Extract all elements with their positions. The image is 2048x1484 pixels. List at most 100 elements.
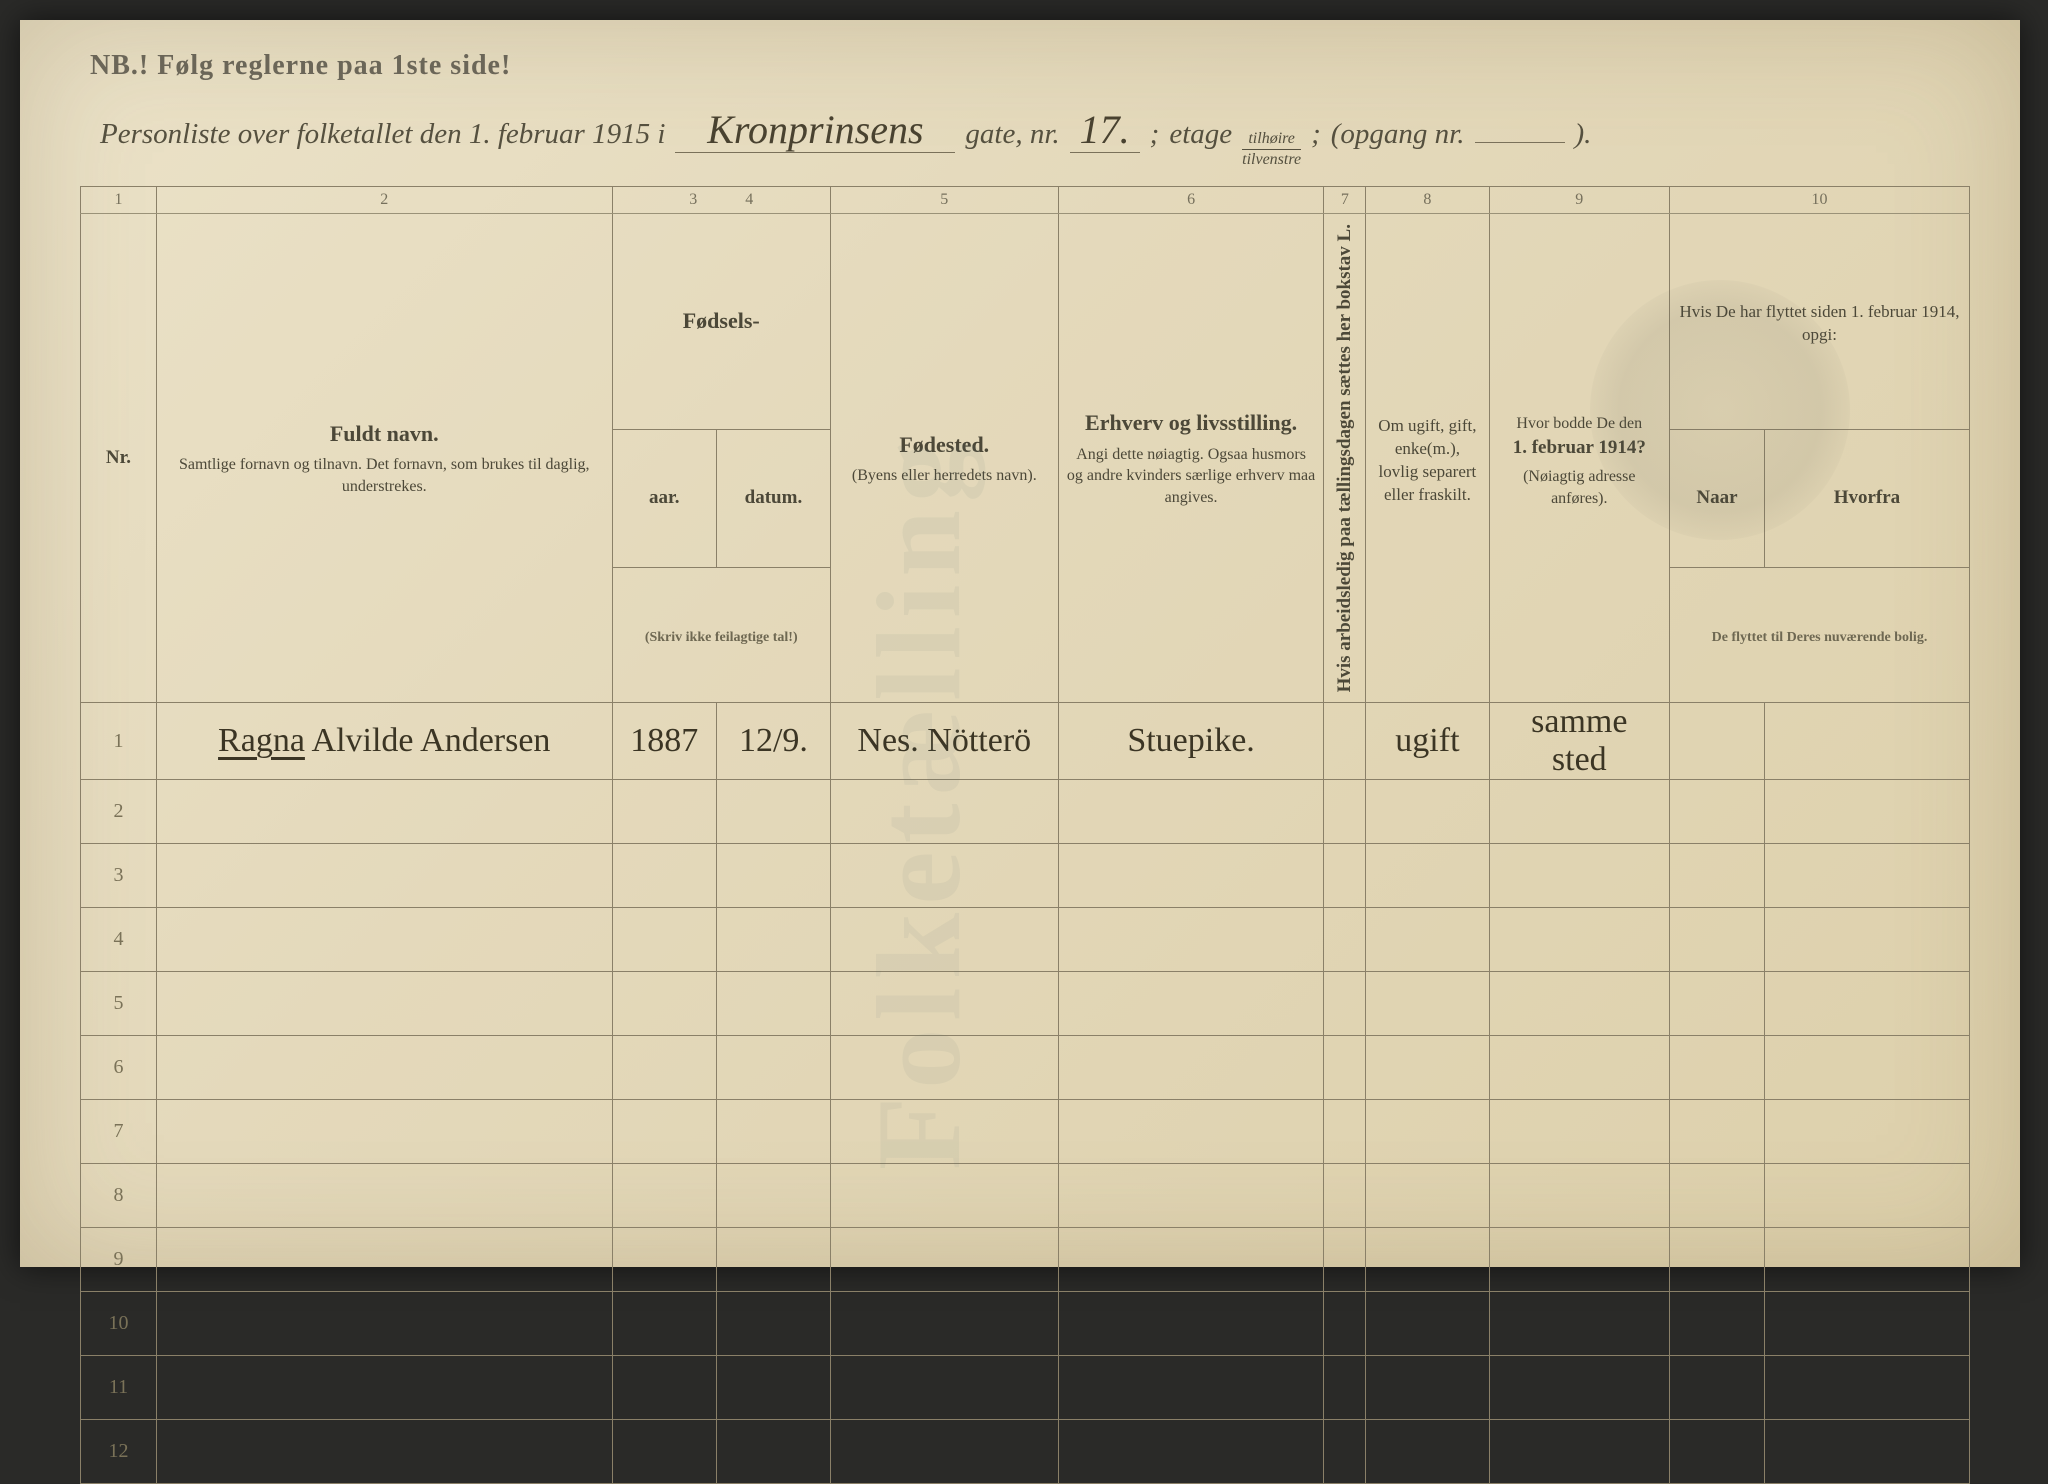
cell-empty: [830, 780, 1058, 844]
cell-empty: [1324, 972, 1366, 1036]
cell-empty: [1058, 1228, 1324, 1292]
cell-empty: [716, 780, 830, 844]
hdr-moved-main: Hvis De har flyttet siden 1. februar 191…: [1678, 301, 1961, 347]
cell-empty: [1764, 780, 1969, 844]
table-row: 7: [81, 1100, 1970, 1164]
cell-empty: [612, 1164, 716, 1228]
cell-empty: [1324, 1036, 1366, 1100]
table-row: 12: [81, 1420, 1970, 1484]
cell-empty: [830, 1036, 1058, 1100]
cell-nr: 2: [81, 780, 157, 844]
cell-empty: [156, 1228, 612, 1292]
cell-empty: [830, 844, 1058, 908]
cell-empty: [1669, 1228, 1764, 1292]
cell-empty: [1764, 1164, 1969, 1228]
gate-label: gate, nr.: [965, 118, 1059, 151]
cell-empty: [1669, 972, 1764, 1036]
cell-empty: [156, 972, 612, 1036]
cell-empty: [830, 1356, 1058, 1420]
cell-empty: [1324, 1164, 1366, 1228]
hdr-occ-sub: Angi dette nøiagtig. Ogsaa husmors og an…: [1067, 444, 1316, 509]
cell-col7: [1324, 703, 1366, 780]
cell-empty: [1764, 908, 1969, 972]
cell-empty: [1366, 908, 1489, 972]
cell-empty: [1058, 1164, 1324, 1228]
sep1: ;: [1150, 118, 1160, 151]
cell-empty: [156, 780, 612, 844]
hdr-moved-sub-text: De flyttet til Deres nuværende bolig.: [1678, 629, 1961, 648]
cell-empty: [716, 1292, 830, 1356]
cell-nr: 6: [81, 1036, 157, 1100]
cell-empty: [1366, 1228, 1489, 1292]
colnum-10: 10: [1669, 187, 1969, 214]
hdr-pa-3: (Nøiagtig adresse anføres).: [1498, 466, 1661, 509]
cell-year: 1887: [612, 703, 716, 780]
cell-empty: [1764, 844, 1969, 908]
sep2: ;: [1311, 118, 1321, 151]
cell-empty: [1058, 972, 1324, 1036]
cell-empty: [1764, 1036, 1969, 1100]
hdr-pa-1: Hvor bodde De den: [1498, 413, 1661, 435]
cell-empty: [612, 844, 716, 908]
cell-empty: [1058, 908, 1324, 972]
cell-empty: [1669, 1036, 1764, 1100]
cell-empty: [716, 972, 830, 1036]
cell-empty: [156, 1100, 612, 1164]
cell-empty: [1058, 1036, 1324, 1100]
cell-empty: [1324, 1356, 1366, 1420]
cell-empty: [1489, 1292, 1669, 1356]
hdr-occupation: Erhverv og livsstilling. Angi dette nøia…: [1058, 214, 1324, 703]
colnum-5: 5: [830, 187, 1058, 214]
cell-nr: 5: [81, 972, 157, 1036]
cell-empty: [1489, 1356, 1669, 1420]
table-row: 2: [81, 780, 1970, 844]
cell-name: Ragna Alvilde Andersen: [156, 703, 612, 780]
cell-empty: [156, 844, 612, 908]
title-line: Personliste over folketallet den 1. febr…: [100, 110, 1970, 168]
colnum-6: 6: [1058, 187, 1324, 214]
cell-empty: [1366, 1036, 1489, 1100]
colnum-1: 1: [81, 187, 157, 214]
hdr-birth-note-text: (Skriv ikke feilagtige tal!): [621, 629, 822, 648]
cell-empty: [1366, 844, 1489, 908]
cell-empty: [1366, 1420, 1489, 1484]
frac-bot: tilvenstre: [1242, 150, 1301, 168]
cell-empty: [1489, 1036, 1669, 1100]
gate-number-fill: 17.: [1070, 110, 1140, 153]
cell-empty: [156, 1356, 612, 1420]
cell-empty: [1489, 1420, 1669, 1484]
cell-empty: [1324, 780, 1366, 844]
hdr-marital: Om ugift, gift, enke(m.), lovlig separer…: [1366, 214, 1489, 703]
cell-empty: [830, 1292, 1058, 1356]
cell-date: 12/9.: [716, 703, 830, 780]
cell-empty: [1669, 844, 1764, 908]
colnum-8: 8: [1366, 187, 1489, 214]
closing-paren: ).: [1575, 118, 1592, 151]
cell-empty: [1324, 1420, 1366, 1484]
opgang-number-fill: [1475, 140, 1565, 143]
cell-empty: [1764, 1100, 1969, 1164]
cell-empty: [156, 1292, 612, 1356]
cell-empty: [1764, 1420, 1969, 1484]
cell-empty: [716, 1036, 830, 1100]
hdr-nr: Nr.: [81, 214, 157, 703]
hdr-prevaddr: Hvor bodde De den 1. februar 1914? (Nøia…: [1489, 214, 1669, 703]
cell-empty: [612, 1100, 716, 1164]
cell-empty: [716, 1356, 830, 1420]
table-row: 3: [81, 844, 1970, 908]
cell-empty: [1324, 908, 1366, 972]
hdr-moved-when: Naar: [1669, 429, 1764, 567]
cell-empty: [1489, 972, 1669, 1036]
cell-empty: [1058, 1100, 1324, 1164]
cell-empty: [612, 1036, 716, 1100]
cell-empty: [1764, 1228, 1969, 1292]
nb-instruction: NB.! Følg reglerne paa 1ste side!: [90, 50, 1970, 82]
hdr-bp-sub: (Byens eller herredets navn).: [839, 465, 1050, 487]
cell-empty: [1669, 1100, 1764, 1164]
colnum-9: 9: [1489, 187, 1669, 214]
cell-empty: [1324, 1100, 1366, 1164]
cell-empty: [612, 1228, 716, 1292]
cell-nr: 11: [81, 1356, 157, 1420]
cell-empty: [612, 972, 716, 1036]
opgang-label: (opgang nr.: [1331, 118, 1465, 151]
